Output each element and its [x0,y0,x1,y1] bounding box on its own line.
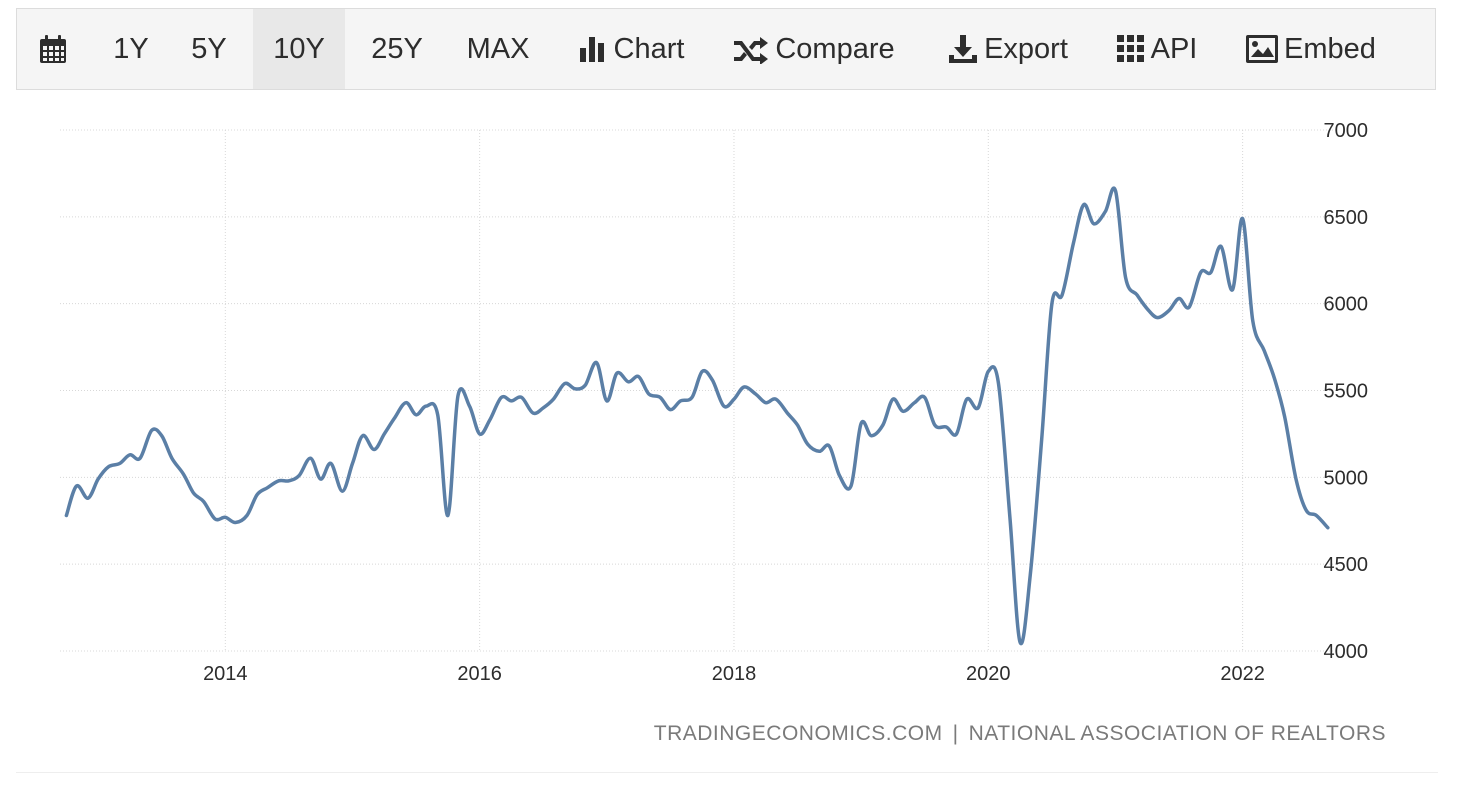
x-tick-label: 2016 [457,663,502,685]
range-1y-button[interactable]: 1Y [113,32,149,65]
compare-label: Compare [775,32,895,65]
api-button[interactable]: API [1107,9,1207,89]
embed-label: Embed [1284,32,1376,65]
range-10y-button[interactable]: 10Y [253,9,345,89]
download-icon [949,35,978,63]
calendar-icon [40,35,66,63]
source-separator: | [952,722,959,745]
y-tick-label: 6000 [1324,294,1369,316]
y-tick-label: 7000 [1324,120,1369,142]
y-tick-label: 5500 [1324,381,1369,403]
x-tick-label: 2022 [1220,663,1265,685]
chart-toolbar: 1Y 5Y 10Y 25Y MAX Chart Compare Export [16,8,1436,90]
chart-area: 4000 4500 5000 5500 6000 6500 7000 2014 2016 2018… [16,96,1438,773]
x-tick-label: 2014 [203,663,248,685]
chart-type-button[interactable]: Chart [569,9,693,89]
range-5y-button[interactable]: 5Y [191,32,227,65]
series-line [64,186,1330,646]
calendar-button[interactable] [17,9,89,89]
chart-label: Chart [613,32,685,65]
export-button[interactable]: Export [941,9,1075,89]
line-chart: 4000 4500 5000 5500 6000 6500 7000 2014 2016 2018… [60,120,1369,685]
source-attribution: TRADINGECONOMICS.COM | NATIONAL ASSOCIATIO… [654,722,1386,746]
y-tick-label: 4500 [1324,554,1369,576]
embed-button[interactable]: Embed [1239,9,1383,89]
image-icon [1246,35,1279,63]
y-tick-label: 4000 [1324,641,1369,663]
export-label: Export [984,32,1068,65]
api-label: API [1150,32,1198,65]
range-25y-button[interactable]: 25Y [371,32,423,65]
x-tick-label: 2020 [966,663,1011,685]
x-tick-label: 2018 [712,663,757,685]
shuffle-icon [734,37,769,64]
bar-chart-icon [579,37,604,62]
grid-icon [1116,35,1144,62]
range-max-button[interactable]: MAX [466,32,530,65]
source-org-link[interactable]: NATIONAL ASSOCIATION OF REALTORS [968,722,1386,745]
y-tick-label: 6500 [1324,207,1369,229]
y-tick-label: 5000 [1324,467,1369,489]
compare-button[interactable]: Compare [725,9,903,89]
source-site-link[interactable]: TRADINGECONOMICS.COM [653,722,943,745]
